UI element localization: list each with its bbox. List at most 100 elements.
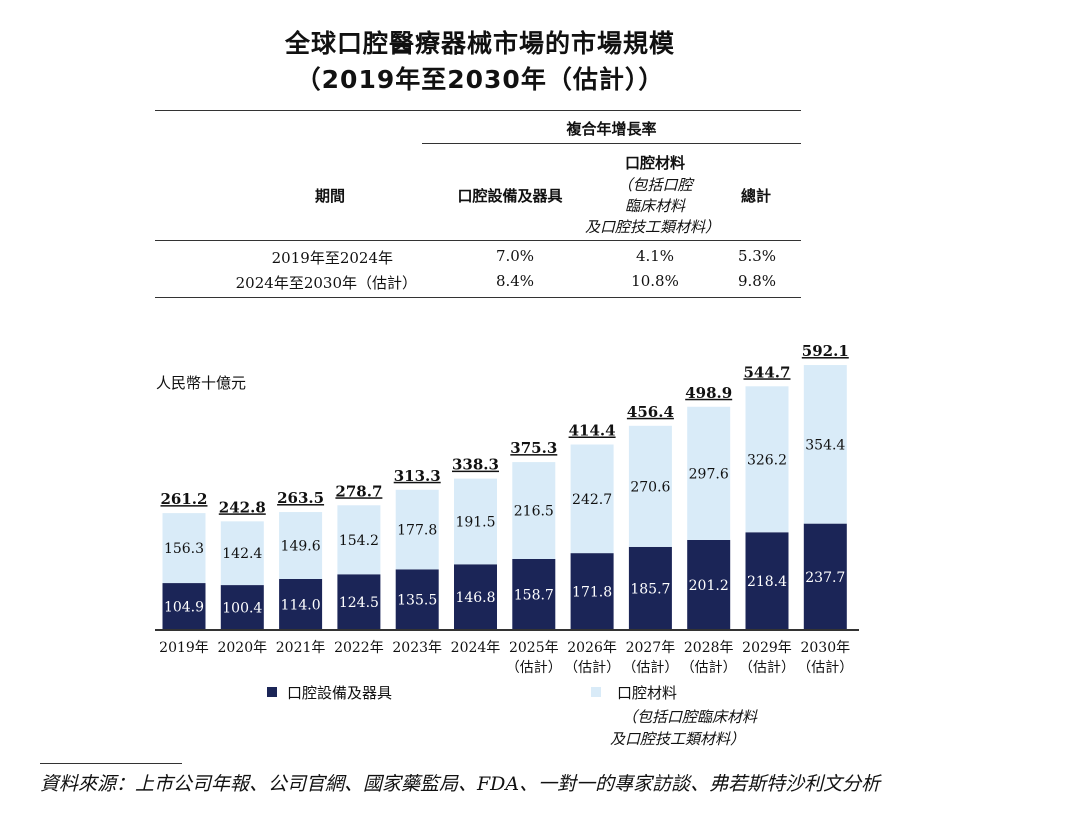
label-total-9: 498.9 — [685, 384, 732, 402]
label-materials-8: 270.6 — [630, 479, 670, 495]
x-tick-sublabel-9: （估計） — [681, 660, 737, 676]
label-equipment-0: 104.9 — [164, 600, 204, 616]
bar-equipment-8 — [628, 546, 672, 630]
table-header-rule — [155, 240, 801, 241]
x-tick-sublabel-7: （估計） — [564, 660, 620, 676]
label-equipment-2: 114.0 — [281, 597, 321, 613]
bar-equipment-6 — [512, 558, 556, 630]
x-tick-label-9: 2028年 — [684, 640, 734, 656]
label-materials-6: 216.5 — [514, 504, 554, 520]
legend-label-materials: 口腔材料 — [617, 684, 678, 702]
cagr-group-header: 複合年增長率 — [566, 120, 657, 138]
bar-equipment-10 — [745, 532, 789, 630]
label-equipment-7: 171.8 — [572, 585, 612, 601]
legend-swatch-equipment — [267, 687, 277, 697]
bar-materials-4 — [395, 489, 439, 570]
table-row-1-total: 5.3% — [737, 247, 777, 265]
x-tick-label-1: 2020年 — [217, 640, 267, 656]
table-row-2-period: 2024年至2030年（估計） — [235, 274, 417, 292]
legend-label-equipment: 口腔設備及器具 — [287, 684, 393, 702]
table-row-1-materials: 4.1% — [635, 247, 675, 265]
label-equipment-3: 124.5 — [339, 595, 379, 611]
label-total-6: 375.3 — [510, 439, 557, 457]
label-materials-9: 297.6 — [689, 466, 729, 482]
bar-equipment-5 — [454, 564, 497, 630]
bar-equipment-7 — [570, 553, 614, 630]
x-tick-sublabel-11: （估計） — [797, 660, 853, 676]
materials-header-note-3: 及口腔技工類材料） — [584, 218, 720, 236]
x-tick-label-5: 2024年 — [451, 640, 501, 656]
legend-materials-note-1: （包括口腔臨床材料 — [622, 708, 758, 726]
label-materials-2: 149.6 — [281, 539, 321, 555]
bar-materials-0 — [162, 513, 206, 584]
table-group-rule — [422, 143, 801, 144]
x-tick-label-10: 2029年 — [742, 640, 792, 656]
chart-subtitle: （2019年至2030年（估計）） — [295, 65, 665, 94]
x-tick-sublabel-8: （估計） — [622, 660, 678, 676]
bar-materials-1 — [220, 521, 264, 586]
x-tick-label-8: 2027年 — [626, 640, 676, 656]
x-tick-label-2: 2021年 — [276, 640, 326, 656]
total-header: 總計 — [740, 187, 771, 205]
bar-materials-3 — [337, 505, 381, 575]
label-equipment-8: 185.7 — [630, 581, 670, 597]
label-equipment-11: 237.7 — [805, 570, 845, 586]
x-tick-sublabel-10: （估計） — [739, 660, 795, 676]
bar-materials-11 — [803, 365, 847, 524]
bar-materials-6 — [512, 462, 556, 559]
label-total-5: 338.3 — [452, 456, 499, 474]
label-equipment-5: 146.8 — [455, 590, 495, 606]
bar-materials-9 — [687, 406, 731, 540]
x-tick-label-4: 2023年 — [392, 640, 442, 656]
table-top-rule — [155, 110, 801, 111]
bar-equipment-0 — [162, 583, 206, 630]
bar-equipment-4 — [395, 569, 439, 630]
x-tick-label-7: 2026年 — [567, 640, 617, 656]
legend-swatch-materials — [591, 687, 601, 697]
label-total-0: 261.2 — [161, 490, 208, 508]
label-equipment-9: 201.2 — [689, 578, 729, 594]
source-rule — [40, 763, 182, 764]
source-note: 資料來源：上市公司年報、公司官網、國家藥監局、FDA、一對一的專家訪談、弗若斯特… — [40, 773, 881, 795]
label-total-3: 278.7 — [335, 482, 382, 500]
materials-header: 口腔材料 — [624, 154, 685, 172]
bar-materials-7 — [570, 444, 614, 554]
label-materials-4: 177.8 — [397, 523, 437, 539]
x-tick-label-11: 2030年 — [800, 640, 850, 656]
x-tick-label-0: 2019年 — [159, 640, 209, 656]
x-tick-label-3: 2022年 — [334, 640, 384, 656]
bar-materials-5 — [454, 478, 497, 565]
label-total-8: 456.4 — [627, 403, 674, 421]
table-row-2-materials: 10.8% — [631, 272, 679, 290]
legend-materials-note-2: 及口腔技工類材料） — [610, 730, 746, 748]
table-row-2-equipment: 8.4% — [495, 272, 535, 290]
table-row-1-period: 2019年至2024年 — [271, 249, 393, 267]
materials-header-note-2: 臨床材料 — [624, 197, 685, 215]
label-total-10: 544.7 — [744, 363, 791, 381]
label-materials-0: 156.3 — [164, 541, 204, 557]
label-equipment-6: 158.7 — [514, 587, 554, 603]
chart-title: 全球口腔醫療器械市場的市場規模 — [284, 29, 675, 58]
label-materials-5: 191.5 — [455, 514, 495, 530]
label-total-1: 242.8 — [219, 498, 266, 516]
bar-materials-10 — [745, 386, 789, 533]
bar-equipment-9 — [687, 539, 731, 630]
bar-materials-8 — [628, 425, 672, 547]
label-equipment-10: 218.4 — [747, 574, 787, 590]
label-equipment-1: 100.4 — [222, 601, 262, 617]
x-tick-sublabel-6: （估計） — [506, 660, 562, 676]
label-materials-10: 326.2 — [747, 452, 787, 468]
bar-equipment-3 — [337, 574, 381, 630]
label-materials-3: 154.2 — [339, 533, 379, 549]
label-total-2: 263.5 — [277, 489, 324, 507]
x-tick-label-6: 2025年 — [509, 640, 559, 656]
bar-materials-2 — [279, 512, 323, 579]
materials-header-note-1: （包括口腔 — [617, 176, 693, 194]
table-row-1-equipment: 7.0% — [495, 247, 535, 265]
label-materials-11: 354.4 — [805, 437, 845, 453]
equipment-header: 口腔設備及器具 — [457, 187, 563, 205]
table-row-2-total: 9.8% — [737, 272, 777, 290]
label-materials-7: 242.7 — [572, 492, 612, 508]
label-materials-1: 142.4 — [222, 546, 262, 562]
